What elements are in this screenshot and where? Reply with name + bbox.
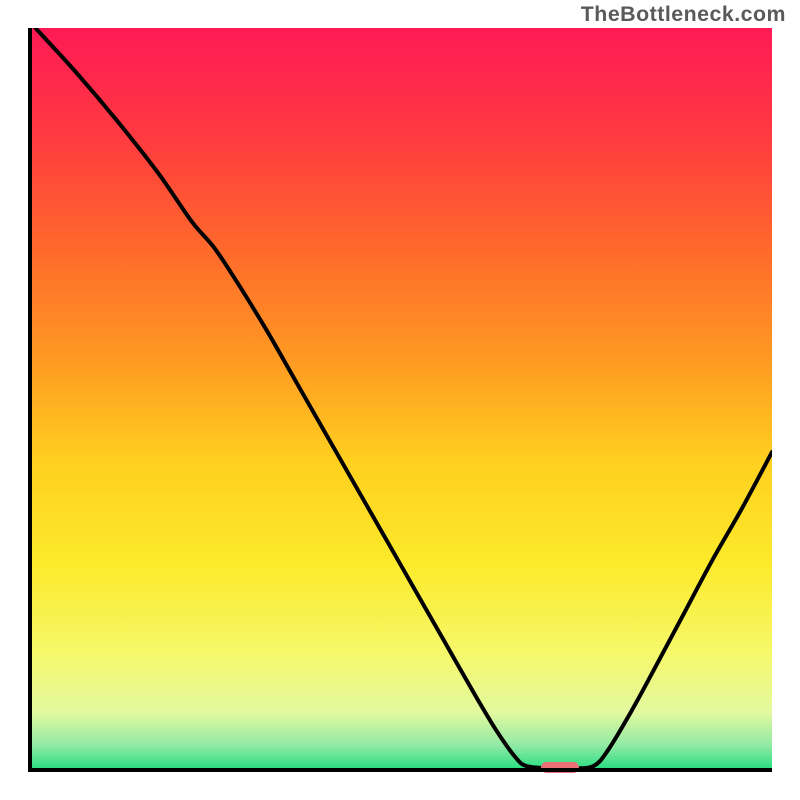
chart-container: TheBottleneck.com <box>0 0 800 800</box>
chart-plot-area <box>28 28 772 772</box>
chart-background-gradient <box>28 28 772 772</box>
watermark-text: TheBottleneck.com <box>581 2 786 27</box>
highlight-marker <box>541 762 578 774</box>
